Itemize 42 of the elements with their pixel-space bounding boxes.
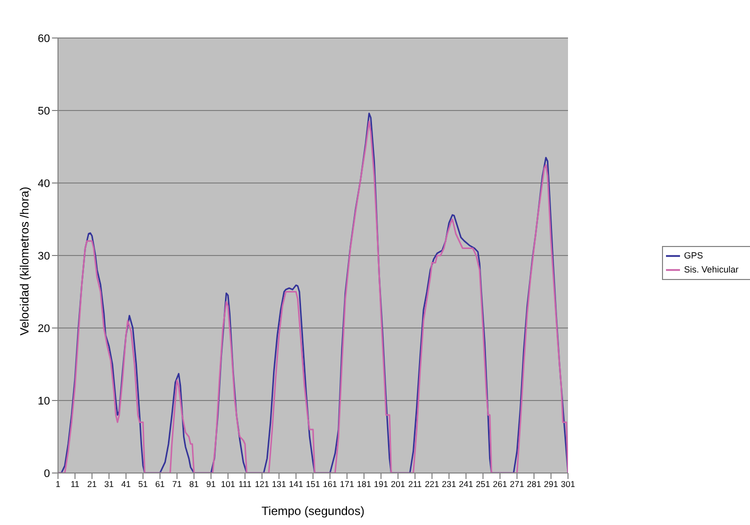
x-tick-label: 1 (56, 479, 61, 490)
legend-label: GPS (684, 250, 704, 260)
x-tick-label: 91 (206, 479, 216, 490)
x-tick-label: 141 (288, 479, 304, 490)
y-tick-label: 20 (38, 322, 50, 335)
x-tick-label: 101 (220, 479, 236, 490)
y-tick-label: 0 (44, 468, 50, 480)
x-tick-label: 131 (272, 479, 286, 490)
x-tick-label: 221 (424, 479, 440, 490)
x-tick-label: 171 (340, 479, 354, 490)
x-tick-label: 191 (374, 479, 388, 490)
x-tick-label: 71 (172, 479, 182, 490)
y-tick-label: 10 (38, 395, 50, 408)
y-tick-label: 30 (38, 250, 50, 262)
x-tick-label: 301 (560, 479, 576, 490)
x-tick-label: 51 (138, 479, 148, 490)
x-tick-label: 281 (526, 479, 542, 490)
x-tick-label: 231 (442, 479, 456, 490)
x-axis-title: Tiempo (segundos) (262, 504, 364, 518)
y-tick-label: 60 (38, 32, 50, 45)
y-tick-label: 40 (38, 178, 50, 190)
x-tick-label: 31 (104, 479, 114, 490)
x-tick-label: 11 (70, 479, 80, 490)
x-tick-label: 241 (458, 479, 474, 490)
x-tick-label: 181 (356, 479, 372, 490)
x-tick-label: 261 (492, 479, 508, 490)
legend-label: Sis. Vehicular (684, 264, 739, 274)
x-tick-label: 121 (254, 479, 270, 490)
x-tick-label: 161 (322, 479, 338, 490)
x-tick-label: 251 (476, 479, 490, 490)
x-tick-label: 41 (121, 479, 131, 490)
x-tick-label: 151 (306, 479, 320, 490)
x-tick-label: 81 (189, 479, 199, 490)
x-tick-label: 291 (544, 479, 558, 490)
x-tick-label: 61 (155, 479, 165, 490)
x-tick-label: 271 (510, 479, 524, 490)
y-tick-label: 50 (38, 105, 50, 118)
x-tick-label: 201 (390, 479, 406, 490)
x-tick-label: 21 (87, 479, 97, 490)
y-axis-title: Velocidad (kilometros /hora) (17, 186, 32, 336)
x-tick-label: 211 (408, 479, 422, 490)
x-tick-label: 111 (238, 479, 252, 490)
